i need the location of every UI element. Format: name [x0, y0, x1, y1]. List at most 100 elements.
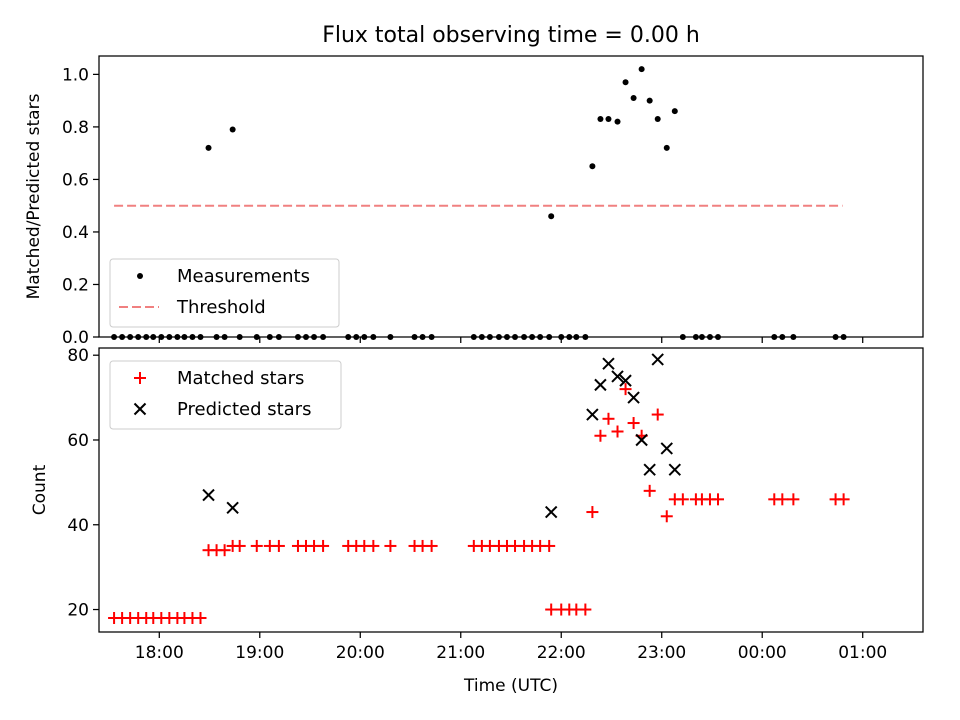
matched-star-point: [676, 493, 689, 506]
matched-star-point: [660, 510, 673, 523]
predicted-star-point: [643, 463, 656, 476]
x-tick-label: 01:00: [838, 643, 887, 663]
x-tick-label: 20:00: [336, 643, 385, 663]
predicted-star-point: [202, 488, 215, 502]
measurement-point: [548, 213, 555, 220]
matched-star-point: [425, 539, 438, 552]
predicted-star-point: [619, 374, 632, 387]
predicted-star-point: [226, 501, 239, 515]
legend-marker-measurements: [137, 273, 143, 279]
legend-marker-matched-stars: [134, 372, 146, 384]
count-panel-y-axis-label: Count: [30, 464, 50, 515]
matched-star-point: [218, 544, 231, 557]
matched-star-point: [627, 417, 640, 430]
predicted-star-point: [586, 408, 599, 421]
y-tick-label: 20: [67, 601, 89, 621]
predicted-star-point: [651, 353, 664, 366]
matched-star-point: [602, 412, 615, 425]
matched-star-point: [619, 383, 632, 396]
measurement-point: [630, 95, 637, 102]
matched-star-point: [712, 493, 725, 506]
y-tick-label: 0.6: [62, 170, 89, 190]
count-panel-legend-items: Matched stars Predicted stars: [133, 368, 311, 420]
x-tick-label: 22:00: [537, 643, 586, 663]
matched-star-point: [233, 539, 246, 552]
ratio-panel-x-ticks: [158, 337, 864, 343]
matched-star-point: [367, 539, 380, 552]
x-tick-label: 00:00: [738, 643, 787, 663]
matched-star-point: [579, 603, 592, 616]
matched-star-point: [545, 603, 558, 616]
y-tick-label: 60: [67, 431, 89, 451]
matched-star-point: [194, 612, 207, 625]
x-tick-label: 19:00: [235, 643, 284, 663]
y-tick-label: 40: [67, 516, 89, 536]
x-tick-label: 21:00: [436, 643, 485, 663]
measurement-point: [614, 118, 621, 125]
legend-label: Predicted stars: [177, 399, 311, 420]
y-tick-label: 0.2: [62, 275, 89, 295]
series-predicted-stars: [202, 353, 682, 519]
predicted-star-point: [602, 357, 615, 370]
matched-star-point: [272, 539, 285, 552]
count-panel: 20 40 60 80 18:00 19:00 20:00 21:00 22:00 23:00 0…: [30, 346, 924, 663]
predicted-star-point: [627, 391, 640, 404]
ratio-panel-legend-box: [109, 258, 340, 328]
measurement-point: [646, 97, 653, 104]
predicted-star-point: [635, 433, 648, 447]
ratio-panel-legend-items: Measurements Threshold: [119, 266, 310, 318]
matched-star-point: [776, 493, 789, 506]
measurement-point: [597, 116, 604, 123]
legend-label: Matched stars: [177, 368, 304, 389]
matched-star-point: [787, 493, 800, 506]
x-tick-label: 18:00: [135, 643, 184, 663]
matched-star-point: [317, 539, 330, 552]
matched-star-point: [594, 429, 607, 442]
measurement-point: [589, 163, 596, 170]
predicted-star-point: [668, 463, 682, 476]
measurement-point: [229, 126, 236, 133]
measurement-point: [605, 116, 612, 123]
legend-marker-predicted-stars: [133, 402, 147, 416]
matched-star-point: [586, 506, 599, 519]
ratio-panel-y-ticks: 0.0 0.2 0.4 0.6 0.8 1.0: [62, 65, 99, 348]
legend-label: Threshold: [176, 297, 266, 318]
measurement-point: [205, 144, 212, 151]
predicted-star-point: [660, 442, 673, 455]
matched-star-point: [611, 425, 624, 438]
matched-star-point: [384, 539, 397, 552]
measurement-point: [622, 79, 629, 86]
predicted-star-point: [544, 505, 558, 519]
count-panel-marks: [108, 353, 850, 625]
matched-star-point: [651, 408, 664, 421]
figure-title: Flux total observing time = 0.00 h: [322, 23, 700, 48]
series-matched-stars: [108, 383, 850, 625]
ratio-panel-y-axis-label: Matched/Predicted stars: [24, 93, 44, 299]
count-panel-legend: Matched stars Predicted stars: [109, 360, 342, 430]
y-tick-label: 0.8: [62, 118, 89, 138]
count-panel-legend-box: [109, 360, 342, 430]
matched-star-point: [643, 484, 656, 497]
count-panel-frame: [98, 347, 924, 633]
predicted-star-point: [594, 378, 607, 392]
ratio-panel: 0.0 0.2 0.4 0.6 0.8 1.0 Matched/Predicted sta…: [24, 55, 924, 348]
y-tick-label: 80: [67, 346, 89, 366]
y-tick-label: 1.0: [62, 65, 89, 85]
matched-star-point: [837, 493, 850, 506]
measurement-point: [671, 108, 678, 115]
y-tick-label: 0.0: [62, 328, 89, 348]
legend-label: Measurements: [177, 266, 310, 287]
measurement-point: [638, 66, 645, 73]
measurement-point: [663, 144, 670, 151]
matched-star-point: [250, 539, 263, 552]
predicted-star-point: [611, 370, 624, 383]
matched-star-point: [543, 539, 556, 552]
x-tick-label: 23:00: [637, 643, 686, 663]
ratio-panel-frame: [98, 55, 924, 338]
measurement-point: [654, 116, 661, 123]
x-axis-label: Time (UTC): [463, 676, 558, 696]
count-panel-y-ticks: 20 40 60 80: [67, 346, 99, 621]
y-tick-label: 0.4: [62, 223, 89, 243]
